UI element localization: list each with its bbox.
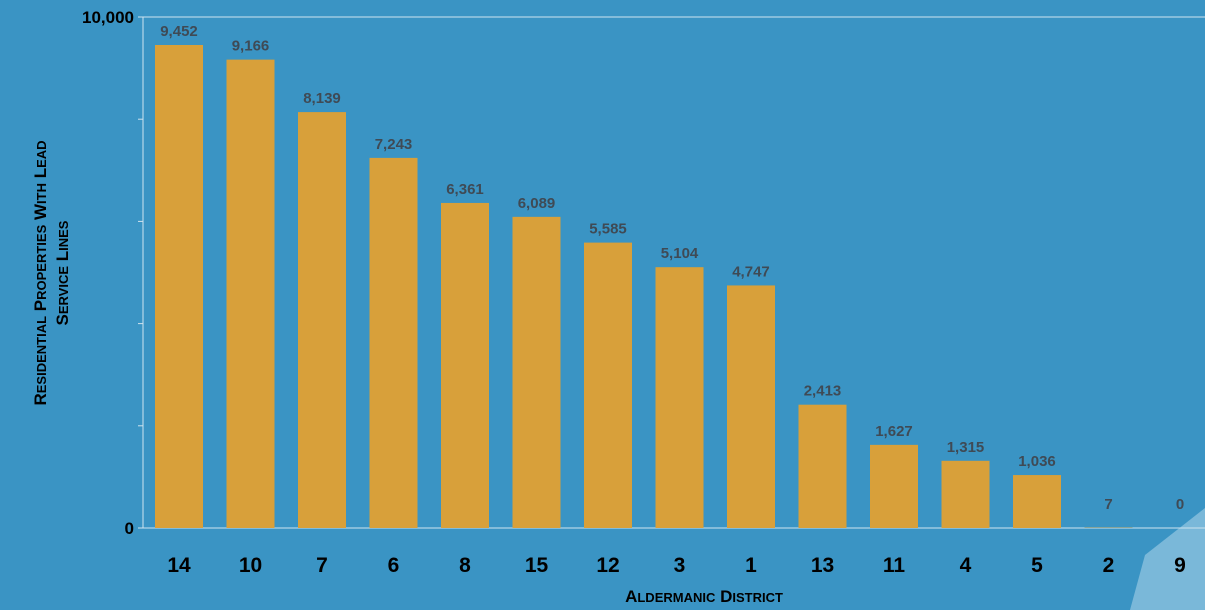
bar-value-label: 7,243 (375, 136, 413, 153)
bar (727, 285, 775, 528)
x-tick-label: 12 (596, 554, 619, 577)
bar-series (155, 45, 1133, 529)
x-tick-label: 15 (525, 554, 549, 577)
bar (298, 112, 346, 528)
bar (1013, 475, 1061, 528)
bar (512, 216, 561, 528)
y-tick-labels: 0 10,000 (82, 8, 134, 538)
bar-value-label: 6,089 (518, 195, 556, 212)
x-tick-label: 11 (883, 554, 906, 577)
bar (941, 460, 990, 528)
x-tick-label: 6 (388, 554, 400, 577)
x-tick-label: 1 (745, 554, 757, 577)
y-tick-label: 10,000 (82, 8, 134, 27)
decorative-corner-shape (1130, 508, 1205, 610)
x-tick-label: 4 (960, 554, 972, 577)
bar (369, 157, 418, 529)
category-labels: 14 10 7 6 8 15 12 3 1 13 11 4 5 2 9 (167, 554, 1186, 577)
bar-value-label: 1,627 (875, 423, 913, 440)
bar (441, 202, 489, 529)
bar (155, 45, 203, 528)
y-tick-label: 0 (125, 519, 134, 538)
x-tick-label: 7 (316, 554, 328, 577)
bar-value-label: 8,139 (303, 90, 341, 107)
bar-value-label: 7 (1104, 496, 1112, 513)
bar-value-label: 4,747 (732, 263, 770, 280)
x-tick-label: 14 (167, 554, 191, 577)
bar-value-label: 2,413 (804, 383, 842, 400)
bar (655, 267, 704, 528)
value-labels: 9,452 9,166 8,139 7,243 6,361 6,089 5,585 5,104… (160, 23, 1184, 513)
bar-value-label: 1,315 (947, 439, 985, 456)
x-tick-label: 10 (239, 554, 262, 577)
x-tick-label: 3 (674, 554, 686, 577)
bar-value-label: 0 (1176, 496, 1184, 513)
bar-value-label: 1,036 (1018, 453, 1056, 470)
bar (226, 59, 275, 528)
bar-value-label: 6,361 (446, 181, 484, 198)
x-axis-label: ALDERMANIC DISTRICT (625, 587, 783, 606)
bar-value-label: 9,452 (160, 23, 198, 40)
bar-value-label: 9,166 (232, 38, 270, 55)
bar (584, 242, 632, 528)
x-tick-label: 13 (811, 554, 834, 577)
bar (798, 404, 847, 528)
bar-value-label: 5,104 (661, 245, 699, 262)
x-tick-label: 8 (459, 554, 471, 577)
y-axis-label: RESIDENTIAL PROPERTIES WITH LEADSERVICE … (31, 140, 72, 405)
bar-value-label: 5,585 (589, 221, 627, 238)
x-tick-label: 9 (1174, 554, 1186, 577)
x-tick-label: 2 (1103, 554, 1115, 577)
x-tick-label: 5 (1031, 554, 1043, 577)
bar (870, 444, 918, 528)
